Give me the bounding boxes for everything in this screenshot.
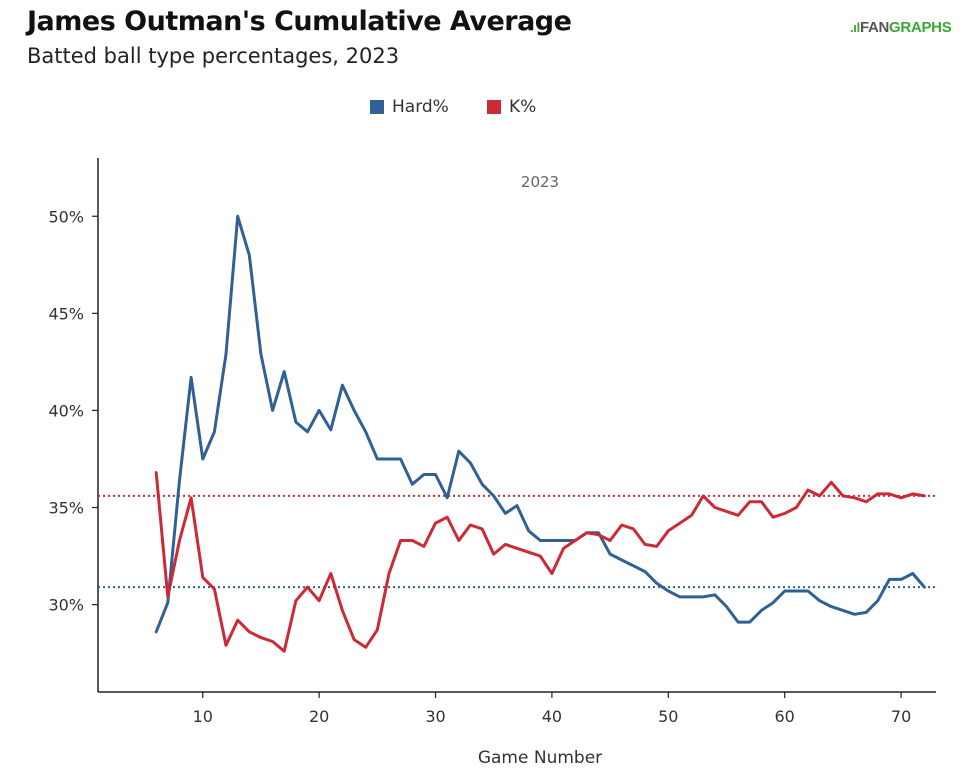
legend-item-hard[interactable]: Hard% bbox=[370, 97, 449, 117]
legend-item-k[interactable]: K% bbox=[487, 97, 536, 117]
y-tick-label: 35% bbox=[48, 499, 84, 518]
y-tick-label: 30% bbox=[48, 596, 84, 615]
chart-subtitle: Batted ball type percentages, 2023 bbox=[27, 44, 400, 68]
legend: Hard% K% bbox=[0, 97, 978, 121]
fangraphs-mark-icon: .ıl bbox=[850, 20, 860, 35]
season-annotation: 2023 bbox=[521, 173, 559, 191]
x-tick-label: 40 bbox=[542, 707, 562, 726]
x-tick-label: 10 bbox=[193, 707, 213, 726]
x-tick-label: 70 bbox=[891, 707, 911, 726]
series-line-k bbox=[154, 471, 926, 653]
chart-title: James Outman's Cumulative Average bbox=[27, 6, 572, 37]
legend-swatch-k bbox=[487, 100, 501, 114]
x-tick-label: 50 bbox=[658, 707, 678, 726]
y-tick-label: 50% bbox=[48, 207, 84, 226]
x-tick-label: 20 bbox=[309, 707, 329, 726]
x-tick-label: 60 bbox=[775, 707, 795, 726]
x-axis-title: Game Number bbox=[477, 748, 603, 768]
y-tick-label: 40% bbox=[48, 401, 84, 420]
legend-swatch-hard bbox=[370, 100, 384, 114]
fangraphs-logo[interactable]: .ılFANGRAPHS bbox=[850, 19, 952, 36]
x-tick-label: 30 bbox=[425, 707, 445, 726]
legend-label-hard: Hard% bbox=[392, 97, 449, 117]
brand-graphs: GRAPHS bbox=[889, 19, 952, 36]
brand-fan: FAN bbox=[859, 19, 890, 36]
legend-label-k: K% bbox=[509, 97, 537, 117]
y-tick-label: 45% bbox=[48, 304, 84, 323]
series-line-hard bbox=[154, 214, 926, 634]
